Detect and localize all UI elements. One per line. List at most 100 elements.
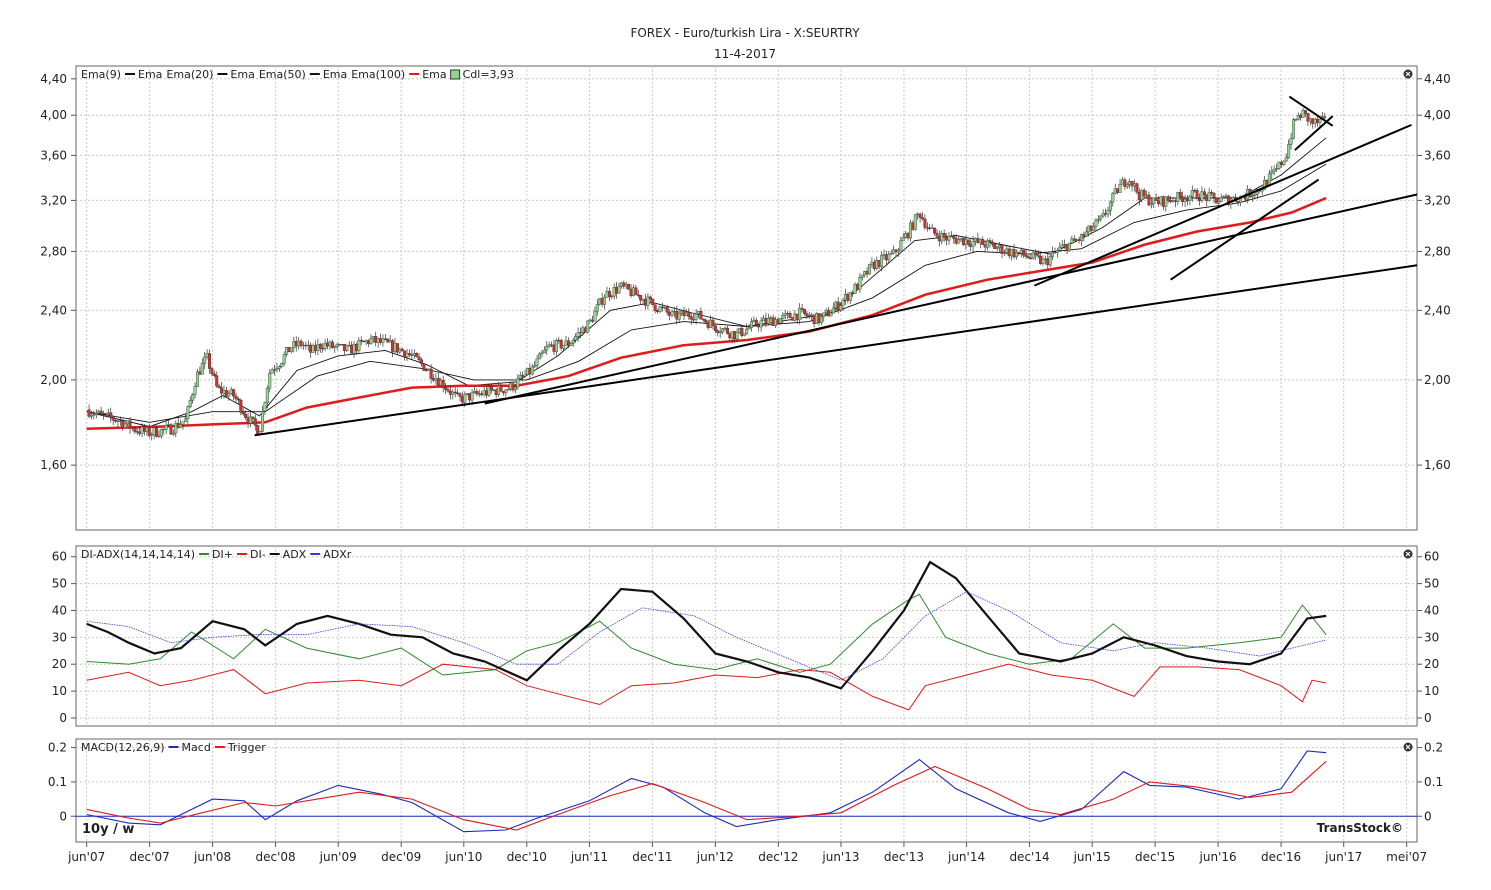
candle-body (1094, 219, 1098, 227)
y-tick-label-left: 2,00 (40, 373, 67, 387)
price-panel-close-icon[interactable] (1403, 69, 1413, 79)
candle-body (1214, 197, 1218, 204)
candle-body (499, 385, 503, 392)
x-tick-label: dec'07 (130, 850, 170, 864)
legend-label: Cdl=3,93 (463, 68, 514, 81)
y-tick-label-left: 2,40 (40, 303, 67, 317)
candle-body (742, 333, 746, 336)
candle-body (1036, 254, 1040, 257)
series-line-trigger (86, 760, 1327, 831)
di-adx-panel: 60 50 40 30 20 10 0 60 50 40 30 20 10 0 DI-ADX(14,14… (52, 545, 1439, 727)
trendline (1294, 115, 1334, 151)
candle-body (381, 338, 385, 343)
x-tick-label: dec'16 (1261, 850, 1301, 864)
candle-body (1029, 257, 1033, 259)
candle-body (186, 406, 190, 419)
candle-body (451, 391, 455, 395)
candle-body (147, 427, 151, 437)
candle-body (942, 233, 946, 238)
candle-body (183, 418, 187, 423)
candle-body (805, 313, 809, 317)
candle-body (947, 235, 951, 241)
candle-body (603, 297, 607, 305)
candle-body (1222, 196, 1226, 198)
chart-date: 11-4-2017 (714, 47, 776, 61)
candle-body (150, 434, 154, 437)
macd-panel-close-icon[interactable] (1403, 742, 1413, 752)
candle-body (735, 332, 739, 340)
y-tick-label-right: 0.2 (1424, 741, 1443, 755)
candle-body (1284, 157, 1288, 162)
y-tick-label-left: 2,80 (40, 244, 67, 258)
candle-body (933, 227, 937, 234)
candle-body (395, 343, 399, 353)
candle-body (1149, 203, 1153, 206)
x-tick-label: jun'10 (444, 850, 482, 864)
y-tick-label-right: 3,20 (1424, 193, 1451, 207)
candle-body (1106, 210, 1110, 215)
candle-body (986, 240, 990, 248)
candle-body (475, 391, 479, 395)
candle-body (1125, 184, 1129, 187)
candle-body (195, 371, 199, 387)
x-tick-label: dec'13 (884, 850, 924, 864)
candle-body (248, 416, 252, 424)
candle-body (586, 320, 590, 333)
y-tick-label-right: 20 (1424, 657, 1439, 671)
candle-body (277, 366, 281, 369)
candle-body (157, 435, 161, 438)
candle-body (1135, 183, 1139, 193)
y-tick-label-right: 0 (1424, 711, 1432, 725)
di-adx-series (86, 560, 1327, 711)
candle-body (651, 298, 655, 305)
candle-body (453, 391, 457, 394)
di-adx-grid (76, 546, 1417, 726)
y-tick-label-right: 0.1 (1424, 775, 1443, 789)
candle-body (533, 365, 537, 368)
y-tick-label-left: 20 (52, 657, 67, 671)
period-label: 10y / w (82, 822, 134, 837)
chart-title: FOREX - Euro/turkish Lira - X:SEURTRY (630, 26, 860, 40)
candle-body (1051, 251, 1055, 257)
y-tick-label-left: 60 (52, 550, 67, 564)
candle-body (456, 392, 460, 394)
candle-body (345, 345, 349, 351)
candle-body (670, 311, 674, 316)
candle-body (595, 304, 599, 312)
candle-body (236, 398, 240, 401)
candle-body (1000, 244, 1004, 254)
candle-body (407, 353, 411, 355)
candle-body (369, 338, 373, 344)
candle-body (721, 328, 725, 333)
candle-body (1275, 168, 1279, 170)
y-tick-label-right: 50 (1424, 577, 1439, 591)
candle-body (831, 307, 835, 314)
candle-body (516, 378, 520, 388)
candle-body (766, 318, 770, 324)
candle-body (164, 425, 168, 430)
candle-body (1287, 144, 1291, 158)
x-tick-label: dec'08 (255, 850, 295, 864)
candle-body (530, 366, 534, 375)
candle-body (289, 347, 293, 353)
candle-body (318, 343, 322, 349)
legend-label: Ema (323, 68, 347, 81)
candle-body (1079, 234, 1083, 241)
price-y-ticks-left: 4,40 4,00 3,60 3,20 2,80 2,40 2,00 1,60 (40, 72, 76, 472)
x-tick-label: dec'10 (507, 850, 547, 864)
candle-body (839, 305, 843, 311)
candle-body (957, 239, 961, 244)
trendline (1033, 123, 1412, 287)
candle-body (952, 236, 956, 239)
candle-body (966, 239, 970, 245)
candle-body (1048, 256, 1052, 266)
candle-body (470, 392, 474, 401)
candle-body (232, 389, 236, 397)
candle-body (648, 296, 652, 300)
di-adx-panel-close-icon[interactable] (1403, 549, 1413, 559)
legend-label: Ema(50) (259, 68, 306, 81)
trendline (1170, 178, 1320, 281)
candle-body (415, 353, 419, 358)
candle-body (133, 427, 137, 432)
candle-body (1022, 249, 1026, 256)
